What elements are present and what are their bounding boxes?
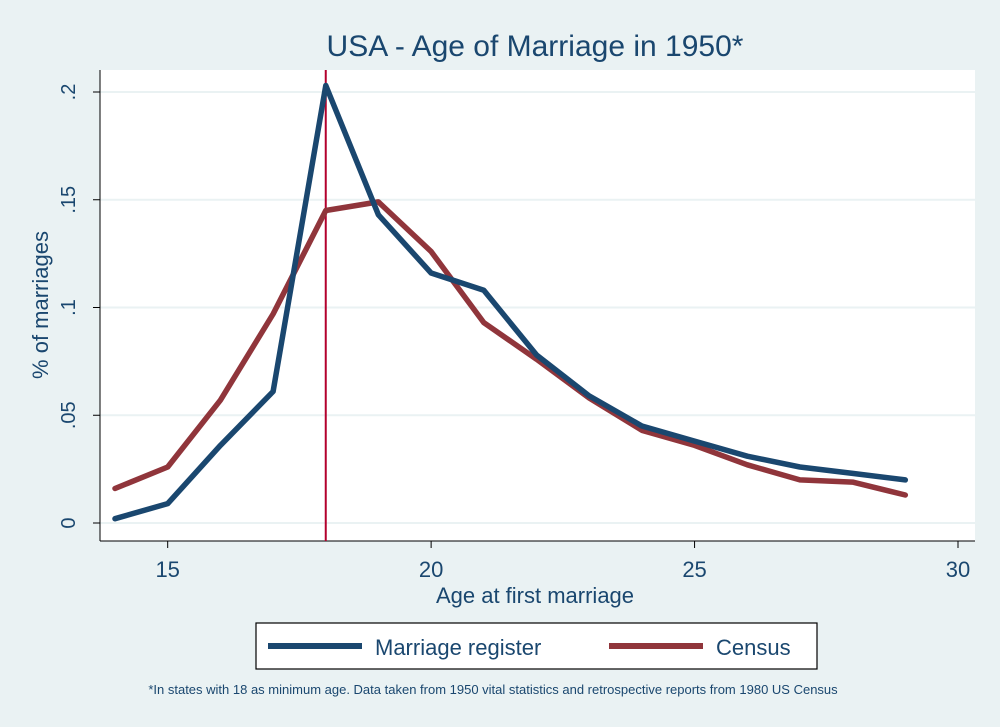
series-line-census <box>112 199 909 498</box>
x-tick-label-2: 25 <box>682 557 706 582</box>
footnote: *In states with 18 as minimum age. Data … <box>148 682 838 697</box>
x-tick-label-0: 15 <box>155 557 179 582</box>
y-tick-label-1: .05 <box>58 401 80 429</box>
plot-area <box>100 70 975 541</box>
series-line-marriage-register <box>112 82 909 522</box>
legend: Marriage register Census <box>255 622 818 670</box>
x-axis-label: Age at first marriage <box>436 583 634 608</box>
x-tick-label-1: 20 <box>419 557 443 582</box>
x-axis: 15 20 25 30 <box>100 540 975 582</box>
y-tick-label-3: .15 <box>58 186 80 214</box>
x-tick-label-3: 30 <box>946 557 970 582</box>
y-tick-label-2: .1 <box>58 299 80 316</box>
legend-label-marriage-register: Marriage register <box>375 635 541 660</box>
series-lines <box>112 82 909 522</box>
y-tick-label-0: 0 <box>58 517 80 528</box>
y-tick-label-4: .2 <box>58 84 80 101</box>
y-axis-label: % of marriages <box>28 231 53 379</box>
chart-title: USA - Age of Marriage in 1950* <box>327 30 744 63</box>
legend-label-census: Census <box>716 635 791 660</box>
grid-lines <box>100 91 975 524</box>
y-axis: 0 .05 .1 .15 .2 <box>58 70 101 541</box>
